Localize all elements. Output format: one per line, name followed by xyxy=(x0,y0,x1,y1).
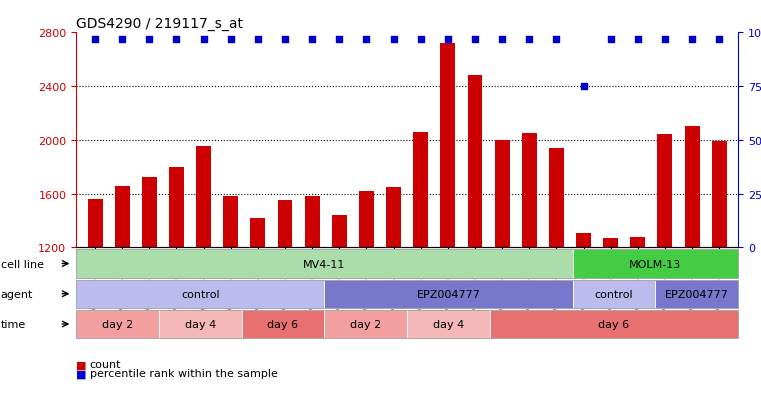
Bar xyxy=(324,310,407,338)
Bar xyxy=(304,197,320,248)
Text: control: control xyxy=(594,289,633,299)
Bar xyxy=(76,280,738,308)
Text: day 2: day 2 xyxy=(350,319,381,329)
Text: time: time xyxy=(1,319,26,329)
Bar xyxy=(549,148,564,248)
Point xyxy=(632,36,644,43)
Bar xyxy=(169,167,184,248)
Bar xyxy=(278,201,292,248)
Bar xyxy=(576,233,591,248)
Bar xyxy=(242,310,324,338)
Point xyxy=(659,36,671,43)
Text: day 6: day 6 xyxy=(267,319,298,329)
Text: day 4: day 4 xyxy=(433,319,464,329)
Bar xyxy=(76,310,738,338)
Point xyxy=(523,36,535,43)
Bar xyxy=(413,132,428,248)
Bar xyxy=(332,216,347,248)
Bar xyxy=(386,188,401,248)
Text: MV4-11: MV4-11 xyxy=(303,259,345,269)
Text: day 6: day 6 xyxy=(598,319,629,329)
Point xyxy=(279,36,291,43)
Bar xyxy=(324,280,572,308)
Point xyxy=(143,36,155,43)
Bar xyxy=(76,310,159,338)
Point xyxy=(224,36,237,43)
Bar xyxy=(76,280,324,308)
Point xyxy=(604,36,616,43)
Bar xyxy=(572,250,738,278)
Bar xyxy=(490,310,738,338)
Point xyxy=(713,36,725,43)
Text: day 2: day 2 xyxy=(102,319,133,329)
Point xyxy=(116,36,129,43)
Bar xyxy=(76,250,572,278)
Point xyxy=(306,36,318,43)
Point xyxy=(496,36,508,43)
Point xyxy=(387,36,400,43)
Bar xyxy=(495,140,510,248)
Point xyxy=(415,36,427,43)
Bar xyxy=(142,178,157,248)
Bar xyxy=(76,250,738,278)
Point xyxy=(469,36,481,43)
Text: EPZ004777: EPZ004777 xyxy=(416,289,480,299)
Bar xyxy=(572,280,655,308)
Bar xyxy=(467,76,482,248)
Text: GDS4290 / 219117_s_at: GDS4290 / 219117_s_at xyxy=(76,17,243,31)
Point xyxy=(578,83,590,90)
Bar xyxy=(88,199,103,248)
Text: percentile rank within the sample: percentile rank within the sample xyxy=(90,368,278,378)
Bar xyxy=(196,147,211,248)
Bar xyxy=(685,127,699,248)
Bar xyxy=(658,135,673,248)
Text: agent: agent xyxy=(1,289,33,299)
Bar xyxy=(712,142,727,248)
Point xyxy=(550,36,562,43)
Bar xyxy=(522,134,537,248)
Bar xyxy=(603,238,618,248)
Text: ■: ■ xyxy=(76,368,87,378)
Point xyxy=(170,36,183,43)
Point xyxy=(89,36,101,43)
Bar xyxy=(359,191,374,248)
Text: EPZ004777: EPZ004777 xyxy=(665,289,729,299)
Text: control: control xyxy=(181,289,220,299)
Point xyxy=(686,36,698,43)
Point xyxy=(198,36,210,43)
Bar xyxy=(250,218,266,248)
Text: day 4: day 4 xyxy=(185,319,216,329)
Bar xyxy=(223,197,238,248)
Bar xyxy=(159,310,242,338)
Point xyxy=(441,36,454,43)
Text: count: count xyxy=(90,359,121,369)
Text: ■: ■ xyxy=(76,359,87,369)
Bar xyxy=(441,44,455,248)
Bar xyxy=(630,237,645,248)
Text: MOLM-13: MOLM-13 xyxy=(629,259,682,269)
Text: cell line: cell line xyxy=(1,259,44,269)
Point xyxy=(333,36,345,43)
Point xyxy=(252,36,264,43)
Bar xyxy=(407,310,490,338)
Point xyxy=(361,36,373,43)
Bar xyxy=(115,186,129,248)
Bar xyxy=(655,280,738,308)
